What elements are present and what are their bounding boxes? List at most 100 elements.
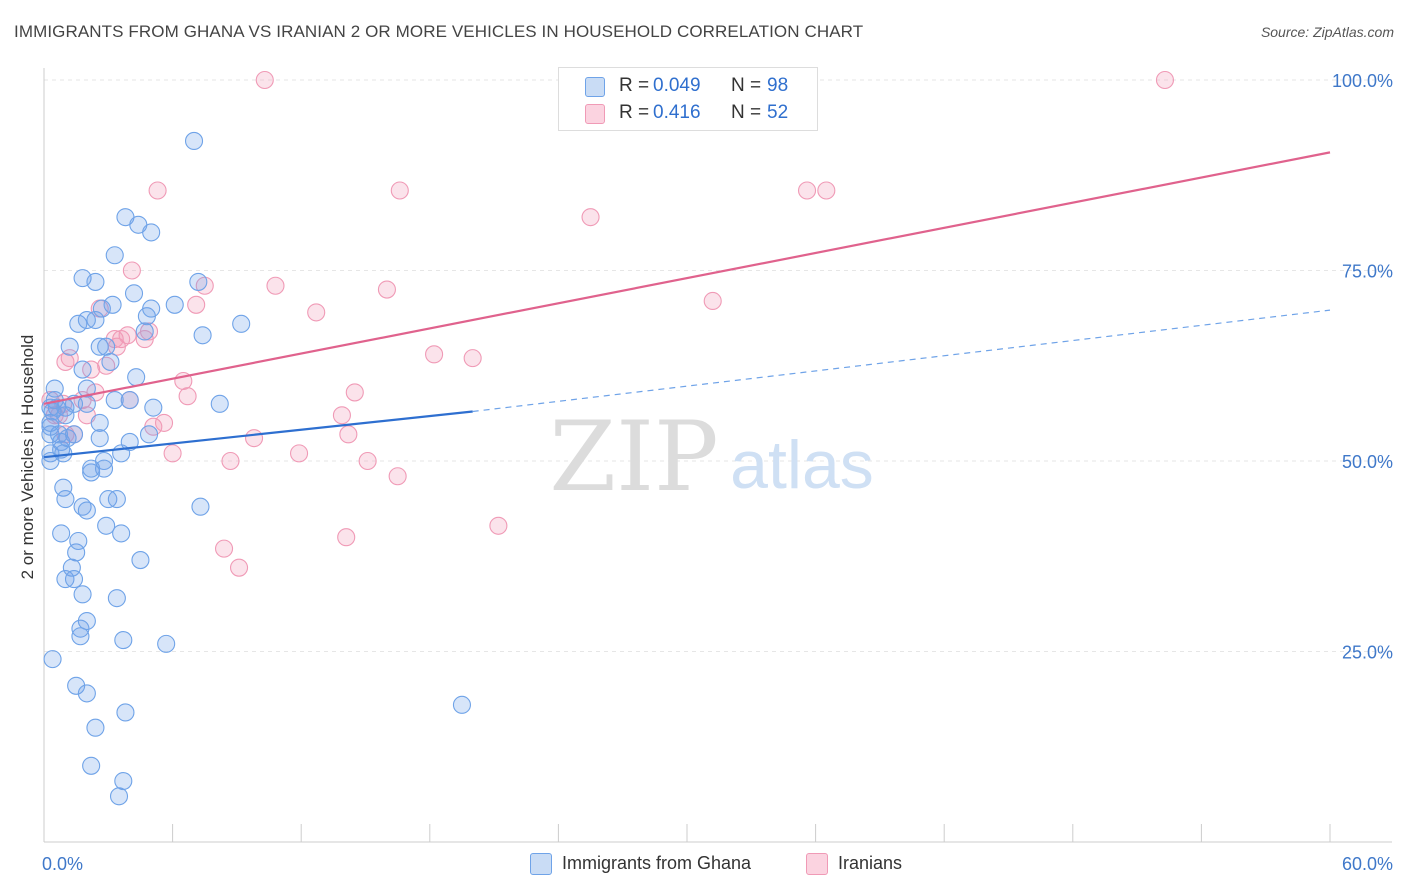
data-point-ghana	[193, 326, 212, 345]
legend-swatch-ghana	[585, 77, 605, 97]
trend-line-ghana	[43, 410, 473, 459]
data-point-ghana	[77, 394, 96, 413]
data-point-iranians	[307, 303, 326, 322]
data-point-ghana	[73, 360, 92, 379]
data-point-ghana	[139, 425, 159, 444]
data-point-iranians	[139, 322, 159, 341]
data-point-ghana	[109, 787, 129, 806]
data-point-iranians	[358, 451, 377, 471]
data-point-iranians	[703, 291, 722, 311]
data-point-iranians	[178, 387, 197, 406]
data-point-ghana	[92, 299, 111, 318]
data-point-ghana	[69, 531, 88, 551]
data-point-ghana	[114, 631, 133, 650]
data-point-ghana	[105, 246, 124, 265]
data-point-ghana	[43, 650, 62, 669]
data-point-ghana	[101, 352, 120, 371]
y-axis-title: 2 or more Vehicles in Household	[18, 334, 37, 580]
data-point-ghana	[71, 619, 90, 638]
legend-n-label: N =	[731, 102, 762, 123]
data-point-ghana	[191, 497, 210, 516]
data-point-ghana	[189, 272, 208, 291]
bottom-legend-label-ghana: Immigrants from Ghana	[562, 853, 752, 873]
trend-line-ghana-extension	[472, 309, 1331, 413]
data-point-ghana	[127, 368, 146, 387]
data-point-ghana	[77, 611, 96, 631]
bottom-legend-label-iranians: Iranians	[838, 853, 903, 873]
y-tick-label: 75.0%	[1342, 262, 1393, 282]
data-point-ghana	[77, 379, 96, 398]
data-point-ghana	[452, 695, 472, 714]
data-point-ghana	[73, 585, 92, 604]
data-point-iranians	[221, 451, 240, 471]
data-point-ghana	[54, 478, 73, 497]
bottom-legend-swatch-ghana	[530, 853, 552, 875]
x-tick-label: 0.0%	[42, 854, 83, 874]
chart-source: Source: ZipAtlas.com	[1260, 24, 1394, 40]
legend-r-label: R =	[619, 102, 650, 123]
y-tick-label: 50.0%	[1342, 452, 1393, 472]
y-tick-label: 100.0%	[1332, 71, 1393, 91]
legend-r-value: 0.049	[653, 75, 701, 96]
data-point-ghana	[116, 703, 135, 722]
data-point-ghana	[90, 429, 109, 448]
data-point-ghana	[94, 451, 114, 471]
data-point-ghana	[86, 310, 105, 330]
tick-labels: 25.0% 50.0% 75.0% 100.0% 0.0% 60.0%	[42, 71, 1393, 874]
data-point-ghana	[60, 337, 79, 356]
data-point-ghana	[120, 432, 139, 452]
data-point-iranians	[163, 444, 182, 463]
data-point-iranians	[332, 406, 351, 425]
legend-swatch-iranians	[585, 104, 605, 124]
legend-r-value: 0.416	[653, 102, 701, 123]
data-point-ghana	[82, 756, 101, 775]
data-point-iranians	[214, 539, 234, 558]
data-point-iranians	[154, 413, 174, 432]
trend-line-iranians	[43, 151, 1331, 405]
x-tick-label: 60.0%	[1342, 854, 1393, 874]
data-point-ghana	[71, 627, 90, 646]
data-point-ghana	[184, 131, 204, 151]
data-point-ghana	[112, 524, 131, 543]
data-points	[41, 70, 1175, 806]
data-point-iranians	[290, 444, 309, 463]
data-point-ghana	[64, 425, 84, 444]
data-point-ghana	[124, 284, 144, 303]
data-point-iranians	[581, 208, 600, 227]
data-point-iranians	[345, 383, 364, 402]
data-point-iranians	[118, 326, 137, 345]
watermark-zip: ZIP	[549, 401, 718, 513]
legend-n-value: 98	[767, 75, 789, 96]
data-point-ghana	[64, 570, 84, 589]
data-point-iranians	[1155, 70, 1175, 90]
data-point-iranians	[122, 261, 141, 280]
data-point-iranians	[339, 425, 358, 444]
data-point-ghana	[142, 299, 161, 318]
data-point-ghana	[94, 459, 114, 478]
data-point-ghana	[90, 413, 109, 432]
data-point-ghana	[97, 337, 116, 356]
data-point-iranians	[489, 516, 508, 535]
data-point-iranians	[817, 181, 836, 200]
legend-n-value: 52	[767, 102, 789, 123]
data-point-iranians	[337, 528, 356, 547]
stats-legend: R = 0.049 N = 98 R = 0.416 N = 52	[558, 67, 818, 131]
data-point-iranians	[425, 345, 444, 364]
data-point-ghana	[120, 390, 139, 410]
data-point-ghana	[69, 314, 88, 333]
data-point-iranians	[266, 276, 285, 295]
data-point-iranians	[377, 280, 396, 299]
data-point-ghana	[77, 684, 96, 703]
data-point-ghana	[144, 398, 163, 417]
data-point-iranians	[255, 70, 274, 90]
data-point-ghana	[67, 676, 86, 695]
data-point-ghana	[97, 516, 116, 535]
watermark: ZIP atlas	[549, 401, 873, 513]
y-tick-label: 25.0%	[1342, 643, 1393, 663]
data-point-ghana	[157, 634, 176, 653]
data-point-ghana	[105, 390, 124, 410]
data-point-ghana	[86, 272, 105, 291]
data-point-ghana	[49, 425, 69, 444]
data-point-ghana	[210, 394, 229, 413]
